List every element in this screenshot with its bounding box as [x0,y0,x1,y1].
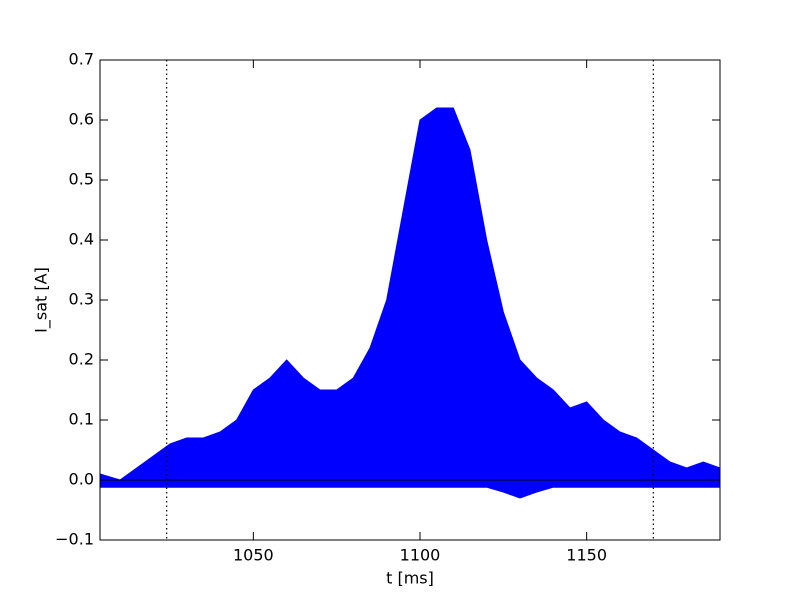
y-tick-label: 0.7 [69,50,94,69]
y-tick-label: 0.6 [69,110,94,129]
y-tick-label: 0.2 [69,350,94,369]
x-axis-label: t [ms] [386,569,434,588]
x-tick-label: 1150 [566,546,607,565]
y-axis-label: I_sat [A] [32,267,52,333]
x-tick-label: 1100 [400,546,441,565]
y-tick-label: 0.3 [69,290,94,309]
y-tick-label: −0.1 [55,530,94,549]
y-tick-label: 0.1 [69,410,94,429]
y-tick-label: 0.4 [69,230,94,249]
y-tick-label: 0.0 [69,470,94,489]
x-tick-label: 1050 [233,546,274,565]
y-tick-label: 0.5 [69,170,94,189]
